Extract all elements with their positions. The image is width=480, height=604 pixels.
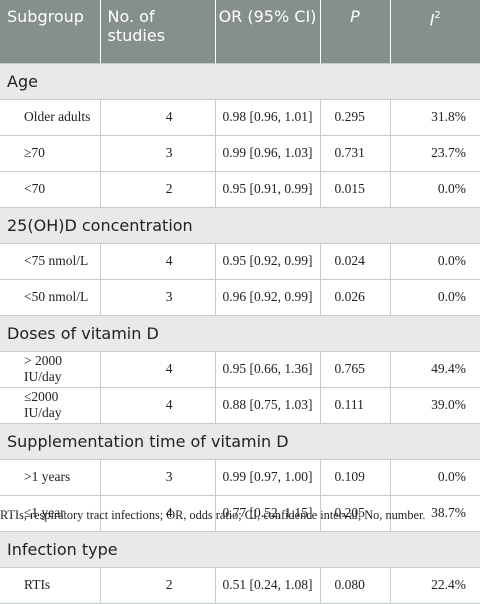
studies-cell: 4 — [100, 351, 216, 388]
table-row: >1 years 3 0.99 [0.97, 1.00] 0.109 0.0% — [0, 459, 480, 496]
header-studies: No. of studies — [100, 0, 216, 63]
table-row: <50 nmol/L 3 0.96 [0.92, 0.99] 0.026 0.0% — [0, 279, 480, 316]
header-i2-base: I — [429, 10, 435, 30]
studies-cell: 2 — [100, 567, 216, 604]
p-value-cell: 0.111 — [320, 387, 391, 424]
table-row: <70 2 0.95 [0.91, 0.99] 0.015 0.0% — [0, 171, 480, 208]
p-value-cell: 0.731 — [320, 135, 391, 172]
subgroup-cell: >1 years — [0, 459, 101, 496]
odds-ratio-cell: 0.95 [0.92, 0.99] — [215, 243, 321, 280]
group-header-row: 25(OH)D concentration — [0, 206, 480, 244]
group-header-row: Doses of vitamin D — [0, 314, 480, 352]
table-row: ≥70 3 0.99 [0.96, 1.03] 0.731 23.7% — [0, 135, 480, 172]
p-value-cell: 0.109 — [320, 459, 391, 496]
i2-cell: 23.7% — [390, 135, 480, 172]
p-value-cell: 0.080 — [320, 567, 391, 604]
studies-cell: 2 — [100, 171, 216, 208]
header-i2: I2 — [390, 0, 480, 63]
group-title: 25(OH)D concentration — [0, 206, 480, 244]
studies-cell: 4 — [100, 243, 216, 280]
table-footnote: RTIs, respiratory tract infections; OR, … — [0, 508, 426, 522]
group-title: Infection type — [0, 530, 480, 568]
odds-ratio-cell: 0.98 [0.96, 1.01] — [215, 99, 321, 136]
odds-ratio-cell: 0.95 [0.91, 0.99] — [215, 171, 321, 208]
odds-ratio-cell: 0.99 [0.96, 1.03] — [215, 135, 321, 172]
subgroup-cell: <75 nmol/L — [0, 243, 101, 280]
header-i2-superscript: 2 — [434, 10, 441, 21]
odds-ratio-cell: 0.99 [0.97, 1.00] — [215, 459, 321, 496]
group-title: Doses of vitamin D — [0, 314, 480, 352]
table-row: > 2000 IU/day 4 0.95 [0.66, 1.36] 0.765 49.4… — [0, 351, 480, 388]
group-header-row: Infection type — [0, 530, 480, 568]
i2-cell: 22.4% — [390, 567, 480, 604]
odds-ratio-cell: 0.95 [0.66, 1.36] — [215, 351, 321, 388]
i2-cell: 0.0% — [390, 243, 480, 280]
studies-cell: 3 — [100, 459, 216, 496]
subgroup-cell: <70 — [0, 171, 101, 208]
group-title: Supplementation time of vitamin D — [0, 422, 480, 460]
table-body: Age Older adults 4 0.98 [0.96, 1.01] 0.295 31… — [0, 62, 480, 604]
table-header-row: Subgroup No. of studies OR (95% CI) P I2 — [0, 0, 480, 63]
i2-cell: 39.0% — [390, 387, 480, 424]
studies-cell: 4 — [100, 99, 216, 136]
p-value-cell: 0.024 — [320, 243, 391, 280]
table-row: <75 nmol/L 4 0.95 [0.92, 0.99] 0.024 0.0% — [0, 243, 480, 280]
subgroup-cell: ≥70 — [0, 135, 101, 172]
studies-cell: 3 — [100, 279, 216, 316]
i2-cell: 0.0% — [390, 279, 480, 316]
p-value-cell: 0.015 — [320, 171, 391, 208]
i2-cell: 38.7% — [390, 495, 480, 532]
subgroup-cell: <50 nmol/L — [0, 279, 101, 316]
p-value-cell: 0.295 — [320, 99, 391, 136]
subgroup-cell: ≤1 year — [0, 495, 101, 532]
table-row: ≤2000 IU/day 4 0.88 [0.75, 1.03] 0.111 39.0% — [0, 387, 480, 424]
p-value-cell: 0.205 — [320, 495, 391, 532]
group-title: Age — [0, 62, 480, 100]
subgroup-cell: Older adults — [0, 99, 101, 136]
header-p: P — [320, 0, 391, 63]
subgroup-cell: ≤2000 IU/day — [0, 387, 101, 424]
odds-ratio-cell: 0.88 [0.75, 1.03] — [215, 387, 321, 424]
table-row: ≤1 year 4 0.77 [0.52, 1.15] 0.205 38.7% — [0, 495, 480, 532]
p-value-cell: 0.026 — [320, 279, 391, 316]
odds-ratio-cell: 0.96 [0.92, 0.99] — [215, 279, 321, 316]
table-row: RTIs 2 0.51 [0.24, 1.08] 0.080 22.4% — [0, 567, 480, 604]
p-value-cell: 0.765 — [320, 351, 391, 388]
subgroup-cell: > 2000 IU/day — [0, 351, 101, 388]
studies-cell: 3 — [100, 135, 216, 172]
studies-cell: 4 — [100, 387, 216, 424]
group-header-row: Supplementation time of vitamin D — [0, 422, 480, 460]
table-row: Older adults 4 0.98 [0.96, 1.01] 0.295 31.8% — [0, 99, 480, 136]
odds-ratio-cell: 0.51 [0.24, 1.08] — [215, 567, 321, 604]
i2-cell: 0.0% — [390, 459, 480, 496]
i2-cell: 31.8% — [390, 99, 480, 136]
group-header-row: Age — [0, 62, 480, 100]
i2-cell: 0.0% — [390, 171, 480, 208]
header-subgroup: Subgroup — [0, 0, 101, 63]
header-or: OR (95% CI) — [215, 0, 321, 63]
i2-cell: 49.4% — [390, 351, 480, 388]
subgroup-cell: RTIs — [0, 567, 101, 604]
